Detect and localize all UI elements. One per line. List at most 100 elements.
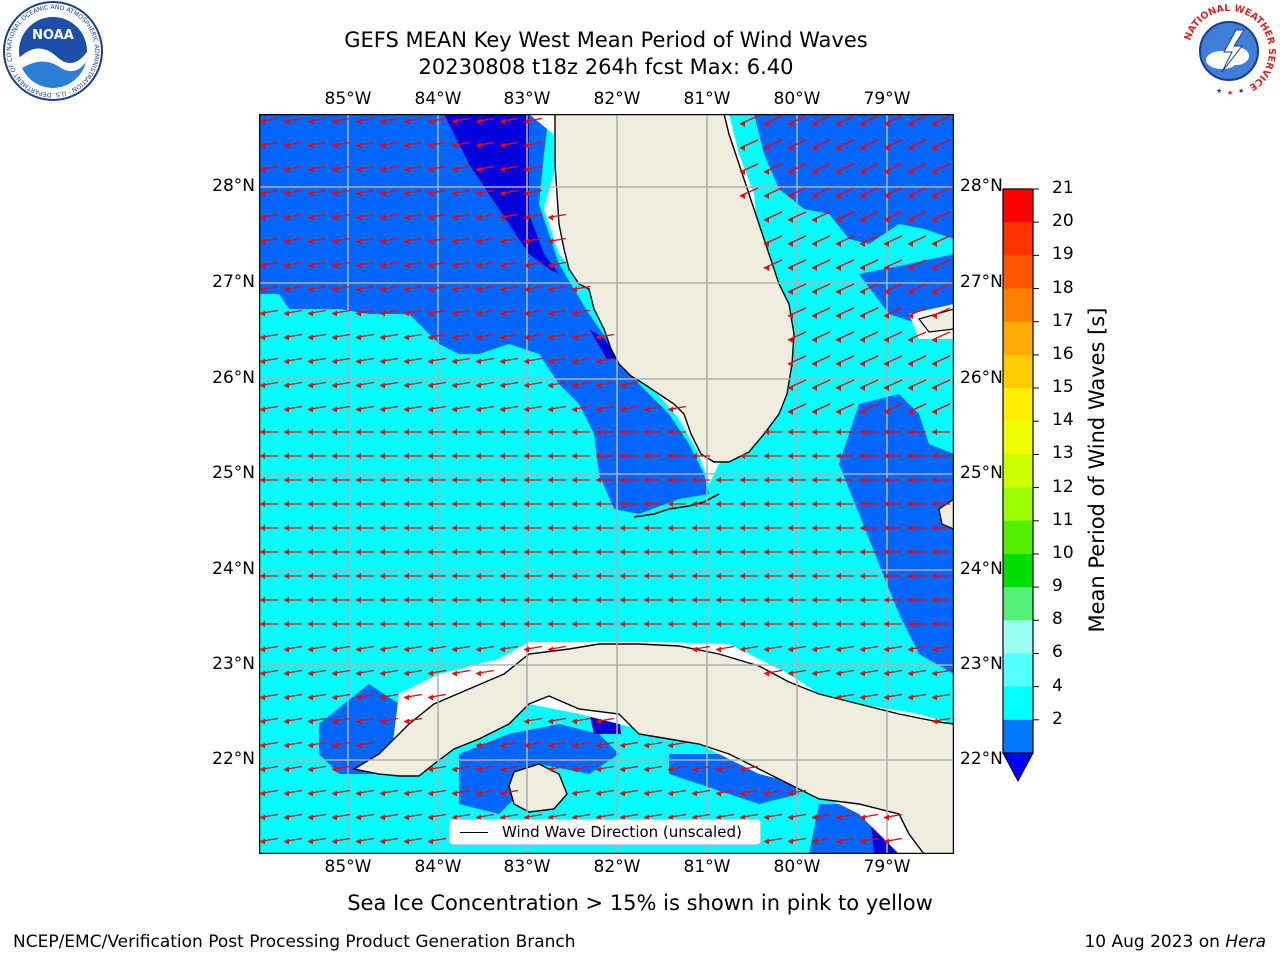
wind-arrow-head bbox=[260, 838, 265, 845]
wind-arrow-head bbox=[452, 549, 457, 555]
wind-arrow-head bbox=[812, 573, 817, 579]
wind-arrow-head bbox=[380, 670, 385, 677]
wind-arrow-head bbox=[356, 214, 361, 221]
wind-arrow-head bbox=[524, 549, 529, 555]
wind-arrow-head bbox=[620, 501, 625, 507]
wind-arrow-head bbox=[524, 406, 529, 413]
wind-arrow-head bbox=[572, 597, 577, 603]
colorbar-label: 14 bbox=[1052, 410, 1074, 431]
wind-arrow-head bbox=[500, 406, 505, 413]
lat-tick-right: 24°N bbox=[960, 559, 1003, 579]
wind-arrow-head bbox=[860, 409, 865, 415]
wind-arrow-head bbox=[620, 549, 625, 555]
wind-arrow-head bbox=[380, 718, 385, 725]
lon-tick-bottom: 81°W bbox=[683, 857, 731, 877]
wind-arrow-head bbox=[596, 549, 601, 555]
lat-tick-right: 25°N bbox=[960, 463, 1003, 483]
wind-arrow-head bbox=[764, 145, 769, 151]
wind-arrow-head bbox=[524, 477, 529, 483]
colorbar-label: 21 bbox=[1052, 178, 1074, 198]
wind-arrow-head bbox=[788, 241, 793, 247]
wind-arrow-head bbox=[524, 142, 529, 149]
wind-arrow-head bbox=[332, 382, 337, 389]
wind-arrow-head bbox=[908, 121, 913, 127]
wind-arrow-head bbox=[332, 790, 337, 797]
wind-arrow-head bbox=[260, 238, 265, 245]
wind-arrow-head bbox=[932, 145, 937, 151]
lon-tick-top: 79°W bbox=[863, 89, 911, 109]
colorbar-label: 6 bbox=[1052, 642, 1063, 663]
wind-arrow-head bbox=[812, 646, 817, 653]
wind-arrow-head bbox=[284, 142, 289, 149]
wind-wave-direction-arrows bbox=[259, 115, 951, 845]
lat-tick-left: 27°N bbox=[212, 272, 255, 292]
wind-arrow-head bbox=[404, 142, 409, 149]
wind-arrow-head bbox=[476, 429, 481, 435]
wind-arrow-head bbox=[356, 190, 361, 197]
wind-arrow-head bbox=[932, 217, 937, 223]
wind-arrow-head bbox=[356, 286, 361, 293]
wind-arrow-head bbox=[548, 262, 553, 269]
wind-arrow-head bbox=[788, 549, 793, 555]
wind-arrow-head bbox=[932, 573, 937, 579]
wind-arrow-head bbox=[284, 286, 289, 293]
wind-arrow-head bbox=[788, 646, 793, 653]
wind-arrow-head bbox=[260, 142, 265, 149]
wind-arrow-head bbox=[452, 573, 457, 579]
wind-arrow-head bbox=[428, 262, 433, 269]
wind-arrow-head bbox=[860, 694, 865, 701]
footer-machine: Hera bbox=[1225, 932, 1266, 952]
wind-arrow-head bbox=[452, 358, 457, 365]
wind-arrow-head bbox=[500, 118, 505, 125]
wind-arrow-head bbox=[428, 501, 433, 507]
wind-arrow-head bbox=[884, 838, 889, 845]
wind-arrow-head bbox=[452, 501, 457, 507]
wind-arrow-head bbox=[500, 358, 505, 365]
wind-arrow-head bbox=[284, 382, 289, 389]
wind-arrow-head bbox=[356, 406, 361, 413]
wind-arrow-head bbox=[764, 429, 769, 435]
wind-arrow-head bbox=[788, 169, 793, 175]
wind-arrow-head bbox=[908, 549, 913, 555]
wind-arrow-head bbox=[884, 597, 889, 603]
wind-arrow-head bbox=[356, 525, 361, 531]
lon-tick-bottom: 83°W bbox=[503, 857, 551, 877]
wind-arrow-head bbox=[404, 238, 409, 245]
wind-arrow-head bbox=[476, 358, 481, 365]
wind-arrow-head bbox=[260, 621, 265, 627]
wind-arrow-head bbox=[884, 169, 889, 175]
wind-arrow-head bbox=[812, 193, 817, 199]
wind-arrow-head bbox=[476, 190, 481, 197]
wind-arrow-head bbox=[788, 573, 793, 579]
ocean-2-4s-gulf-north bbox=[259, 114, 709, 514]
wind-arrow-head bbox=[356, 814, 361, 821]
lon-tick-top: 80°W bbox=[773, 89, 821, 109]
svg-text:★: ★ bbox=[1216, 87, 1222, 95]
wind-arrow-head bbox=[620, 429, 625, 435]
wind-arrow-head bbox=[428, 190, 433, 197]
wind-arrow-head bbox=[260, 118, 265, 125]
wind-arrow-head bbox=[740, 597, 745, 603]
wind-arrow-head bbox=[716, 549, 721, 555]
wind-arrow-head bbox=[932, 121, 937, 127]
wind-arrow-head bbox=[860, 169, 865, 175]
wind-arrow-head bbox=[428, 477, 433, 483]
svg-text:★: ★ bbox=[1227, 89, 1233, 97]
wind-arrow-head bbox=[524, 501, 529, 507]
wind-arrow-head bbox=[284, 670, 289, 677]
wind-arrow-head bbox=[356, 597, 361, 603]
wind-arrow-head bbox=[404, 646, 409, 653]
wind-arrow-head bbox=[380, 646, 385, 653]
wind-arrow-head bbox=[404, 718, 409, 725]
florida-land bbox=[554, 114, 795, 463]
wind-arrow-head bbox=[284, 525, 289, 531]
wind-arrow-head bbox=[452, 286, 457, 293]
wind-arrow-head bbox=[908, 169, 913, 175]
wind-arrow-head bbox=[764, 646, 769, 653]
wind-arrow-head bbox=[596, 382, 601, 389]
wind-arrow-head bbox=[428, 310, 433, 317]
wind-arrow-head bbox=[308, 190, 313, 197]
wind-arrow-head bbox=[284, 766, 289, 773]
wind-arrow-head bbox=[812, 453, 817, 459]
colorbar-band bbox=[1003, 288, 1033, 323]
